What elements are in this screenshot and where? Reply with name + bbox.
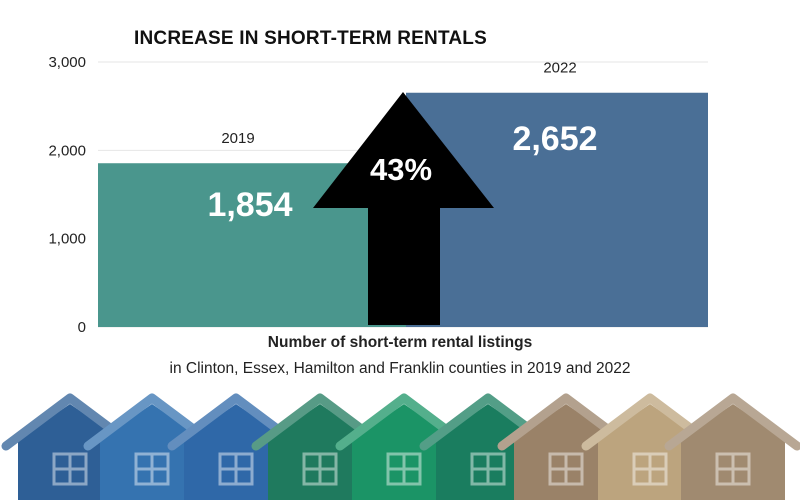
bar-chart: 0 1,000 2,000 3,000 2019 2022 1,854 2,652 43%	[48, 54, 708, 336]
up-arrow-icon	[313, 92, 494, 325]
category-label: 2022	[543, 60, 576, 77]
x-axis-label: Number of short-term rental listings	[267, 334, 533, 351]
house-icon	[664, 393, 800, 500]
y-tick-label: 0	[78, 319, 86, 336]
y-tick-label: 3,000	[48, 54, 86, 71]
chart-subtitle: in Clinton, Essex, Hamilton and Franklin…	[169, 360, 631, 377]
data-label: 2,652	[512, 120, 597, 158]
category-label: 2019	[221, 130, 254, 147]
house-icon	[1, 393, 139, 500]
y-tick-label: 2,000	[48, 142, 86, 159]
bar-2022	[406, 92, 708, 328]
y-tick-label: 1,000	[48, 231, 86, 248]
data-label: 1,854	[207, 186, 292, 224]
chart-title: INCREASE IN SHORT-TERM RENTALS	[134, 28, 487, 49]
houses-illustration	[1, 393, 800, 500]
percent-increase-label: 43%	[370, 152, 432, 187]
